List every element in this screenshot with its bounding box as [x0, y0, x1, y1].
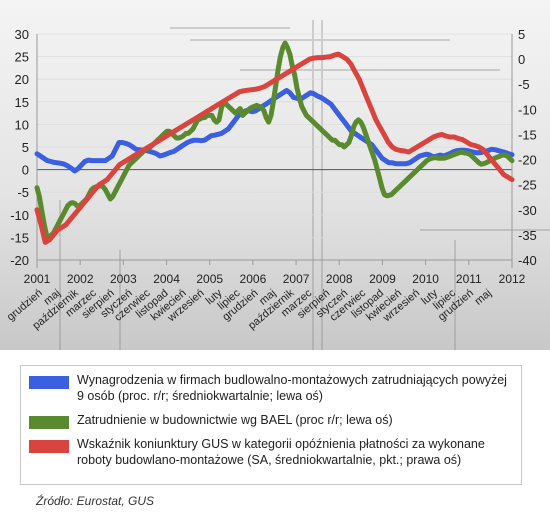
year-label: 2012 [499, 272, 526, 286]
year-label: 2005 [196, 272, 223, 286]
left-tick-label: 10 [15, 117, 29, 132]
year-label: 2009 [369, 272, 396, 286]
left-tick-label: 15 [15, 95, 29, 110]
series-line-1 [34, 40, 515, 240]
left-tick-label: -10 [10, 208, 29, 223]
left-tick-label: 20 [15, 72, 29, 87]
right-tick-label: -5 [518, 77, 530, 92]
right-tick-label: 5 [518, 27, 525, 42]
year-label: 2003 [110, 272, 137, 286]
right-tick-label: -15 [518, 127, 537, 142]
left-tick-label: -5 [17, 185, 29, 200]
year-label: 2006 [240, 272, 267, 286]
left-tick-label: -20 [10, 253, 29, 268]
left-tick-label: 25 [15, 50, 29, 65]
right-tick-label: -10 [518, 102, 537, 117]
legend-label-employment: Zatrudnienie w budownictwie wg BAEL (pro… [77, 413, 393, 427]
source-note: Źródło: Eurostat, GUS [36, 494, 155, 508]
year-label: 2007 [283, 272, 310, 286]
legend-swatch-wages [29, 376, 69, 389]
left-tick-label: -15 [10, 230, 29, 245]
legend-label-wages: Wynagrodzenia w firmach budlowalno-monta… [77, 373, 507, 403]
year-label: 2004 [153, 272, 180, 286]
right-tick-label: -35 [518, 228, 537, 243]
series-lines [34, 40, 515, 245]
left-tick-label: 5 [22, 140, 29, 155]
legend-swatch-payment-delays [29, 440, 69, 453]
right-tick-label: -25 [518, 178, 537, 193]
chart: 30 25 20 15 10 5 0 -5 -10 -15 -20 5 0 -5 -10 -15 -20 -25 -… [0, 0, 550, 350]
right-tick-label: -40 [518, 253, 537, 268]
right-tick-label: -30 [518, 203, 537, 218]
year-label: 2010 [412, 272, 439, 286]
year-label: 2002 [67, 272, 94, 286]
left-tick-label: 0 [22, 163, 29, 178]
year-label: 2001 [24, 272, 51, 286]
year-label: 2008 [326, 272, 353, 286]
legend-swatch-employment [29, 416, 69, 429]
year-label: 2011 [456, 272, 482, 286]
right-tick-label: -20 [518, 153, 537, 168]
chart-background [0, 0, 550, 350]
left-tick-label: 30 [15, 27, 29, 42]
legend-label-payment-delays: Wskaźnik koniunktury GUS w kategorii opó… [77, 437, 485, 467]
legend: Wynagrodzenia w firmach budlowalno-monta… [20, 365, 522, 485]
series-line-2 [34, 51, 515, 245]
right-tick-label: 0 [518, 52, 525, 67]
